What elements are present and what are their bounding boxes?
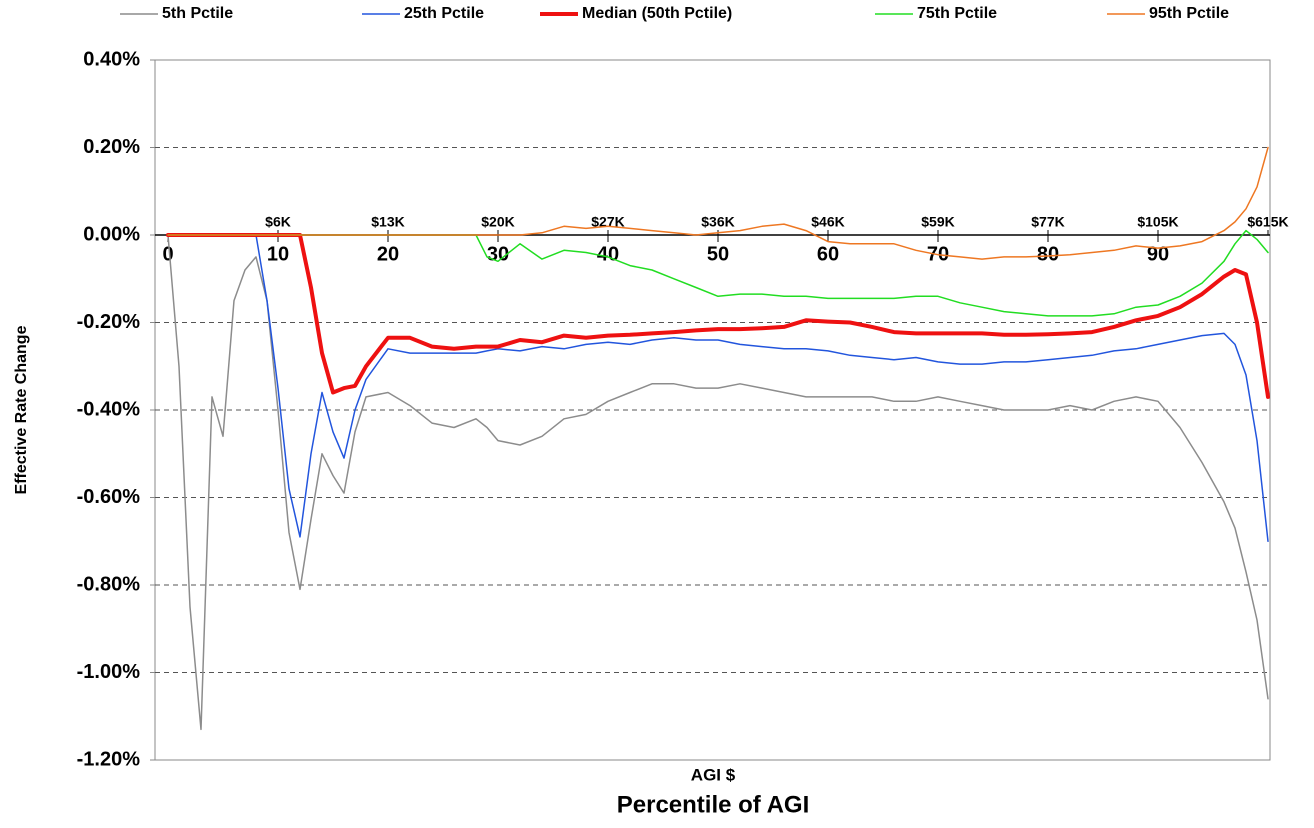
series-line <box>167 234 1269 731</box>
y-tick-label: -1.20% <box>77 748 141 770</box>
x-tick-label: 20 <box>377 243 399 265</box>
y-axis-title: Effective Rate Change <box>13 325 30 494</box>
x-tick-label: 0 <box>162 243 173 265</box>
x-tick-label: 50 <box>707 243 729 265</box>
series-line <box>167 146 1269 260</box>
x2-tick-label: $13K <box>371 214 404 230</box>
x2-tick-label: $77K <box>1031 214 1064 230</box>
x2-tick-label: $6K <box>265 214 291 230</box>
x2-tick-label: $36K <box>701 214 734 230</box>
x-tick-label: 60 <box>817 243 839 265</box>
legend-label: 25th Pctile <box>404 5 484 22</box>
y-tick-label: -0.40% <box>77 398 141 420</box>
y-tick-label: -0.20% <box>77 311 141 333</box>
y-tick-label: -0.60% <box>77 486 141 508</box>
legend-label: 5th Pctile <box>162 5 233 22</box>
x2-tick-label: $105K <box>1137 214 1178 230</box>
x2-tick-label: $59K <box>921 214 954 230</box>
x2-tick-label: $20K <box>481 214 514 230</box>
x2-tick-label: $46K <box>811 214 844 230</box>
y-tick-label: -1.00% <box>77 661 141 683</box>
x-tick-label: 10 <box>267 243 289 265</box>
legend-label: 75th Pctile <box>917 5 997 22</box>
x-tick-label: 90 <box>1147 243 1169 265</box>
y-tick-label: 0.40% <box>83 48 140 70</box>
x2-axis-title: AGI $ <box>691 765 736 784</box>
y-tick-label: 0.20% <box>83 136 140 158</box>
x-tick-label: 40 <box>597 243 619 265</box>
legend-label: Median (50th Pctile) <box>582 5 732 22</box>
x-axis-title: Percentile of AGI <box>617 791 810 818</box>
y-tick-label: -0.80% <box>77 573 141 595</box>
legend-label: 95th Pctile <box>1149 5 1229 22</box>
y-tick-label: 0.00% <box>83 223 140 245</box>
series-line <box>167 234 1269 543</box>
x-tick-label: 80 <box>1037 243 1059 265</box>
x2-tick-label: $615K <box>1247 214 1288 230</box>
x2-tick-label: $27K <box>591 214 624 230</box>
